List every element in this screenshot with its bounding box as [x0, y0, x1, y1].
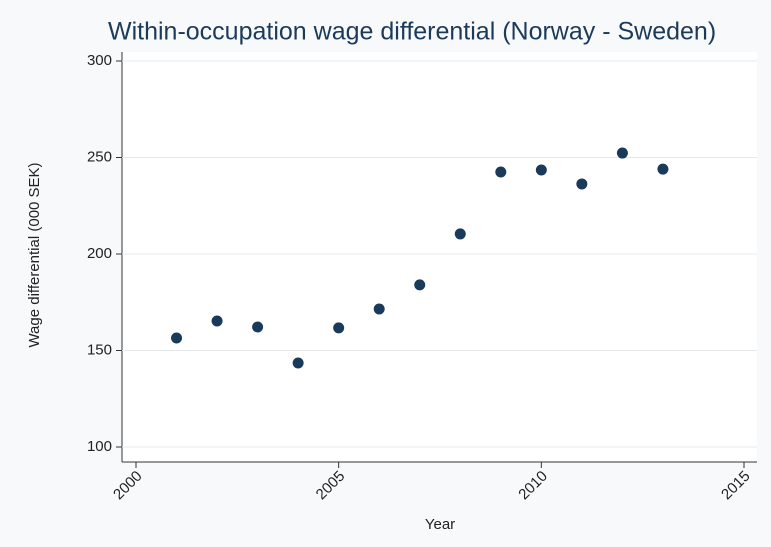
chart-title: Within-occupation wage differential (Nor…: [108, 18, 716, 46]
point: [252, 321, 264, 333]
point: [657, 163, 669, 175]
point: [171, 332, 183, 344]
y-tick-label: 200: [87, 245, 112, 262]
point: [495, 166, 507, 178]
point: [333, 322, 345, 334]
point: [454, 228, 466, 240]
y-axis-label: Wage differential (000 SEK): [26, 162, 43, 347]
point: [535, 164, 547, 176]
y-tick-label: 300: [87, 52, 112, 69]
point: [211, 315, 223, 327]
point: [616, 147, 628, 159]
y-tick-label: 250: [87, 148, 112, 165]
point: [373, 303, 385, 315]
point: [292, 357, 304, 369]
x-axis-label: Year: [425, 516, 455, 533]
y-tick-label: 150: [87, 341, 112, 358]
point: [414, 279, 426, 291]
y-tick-label: 100: [87, 438, 112, 455]
plot-area: [122, 52, 757, 462]
point: [576, 178, 588, 190]
